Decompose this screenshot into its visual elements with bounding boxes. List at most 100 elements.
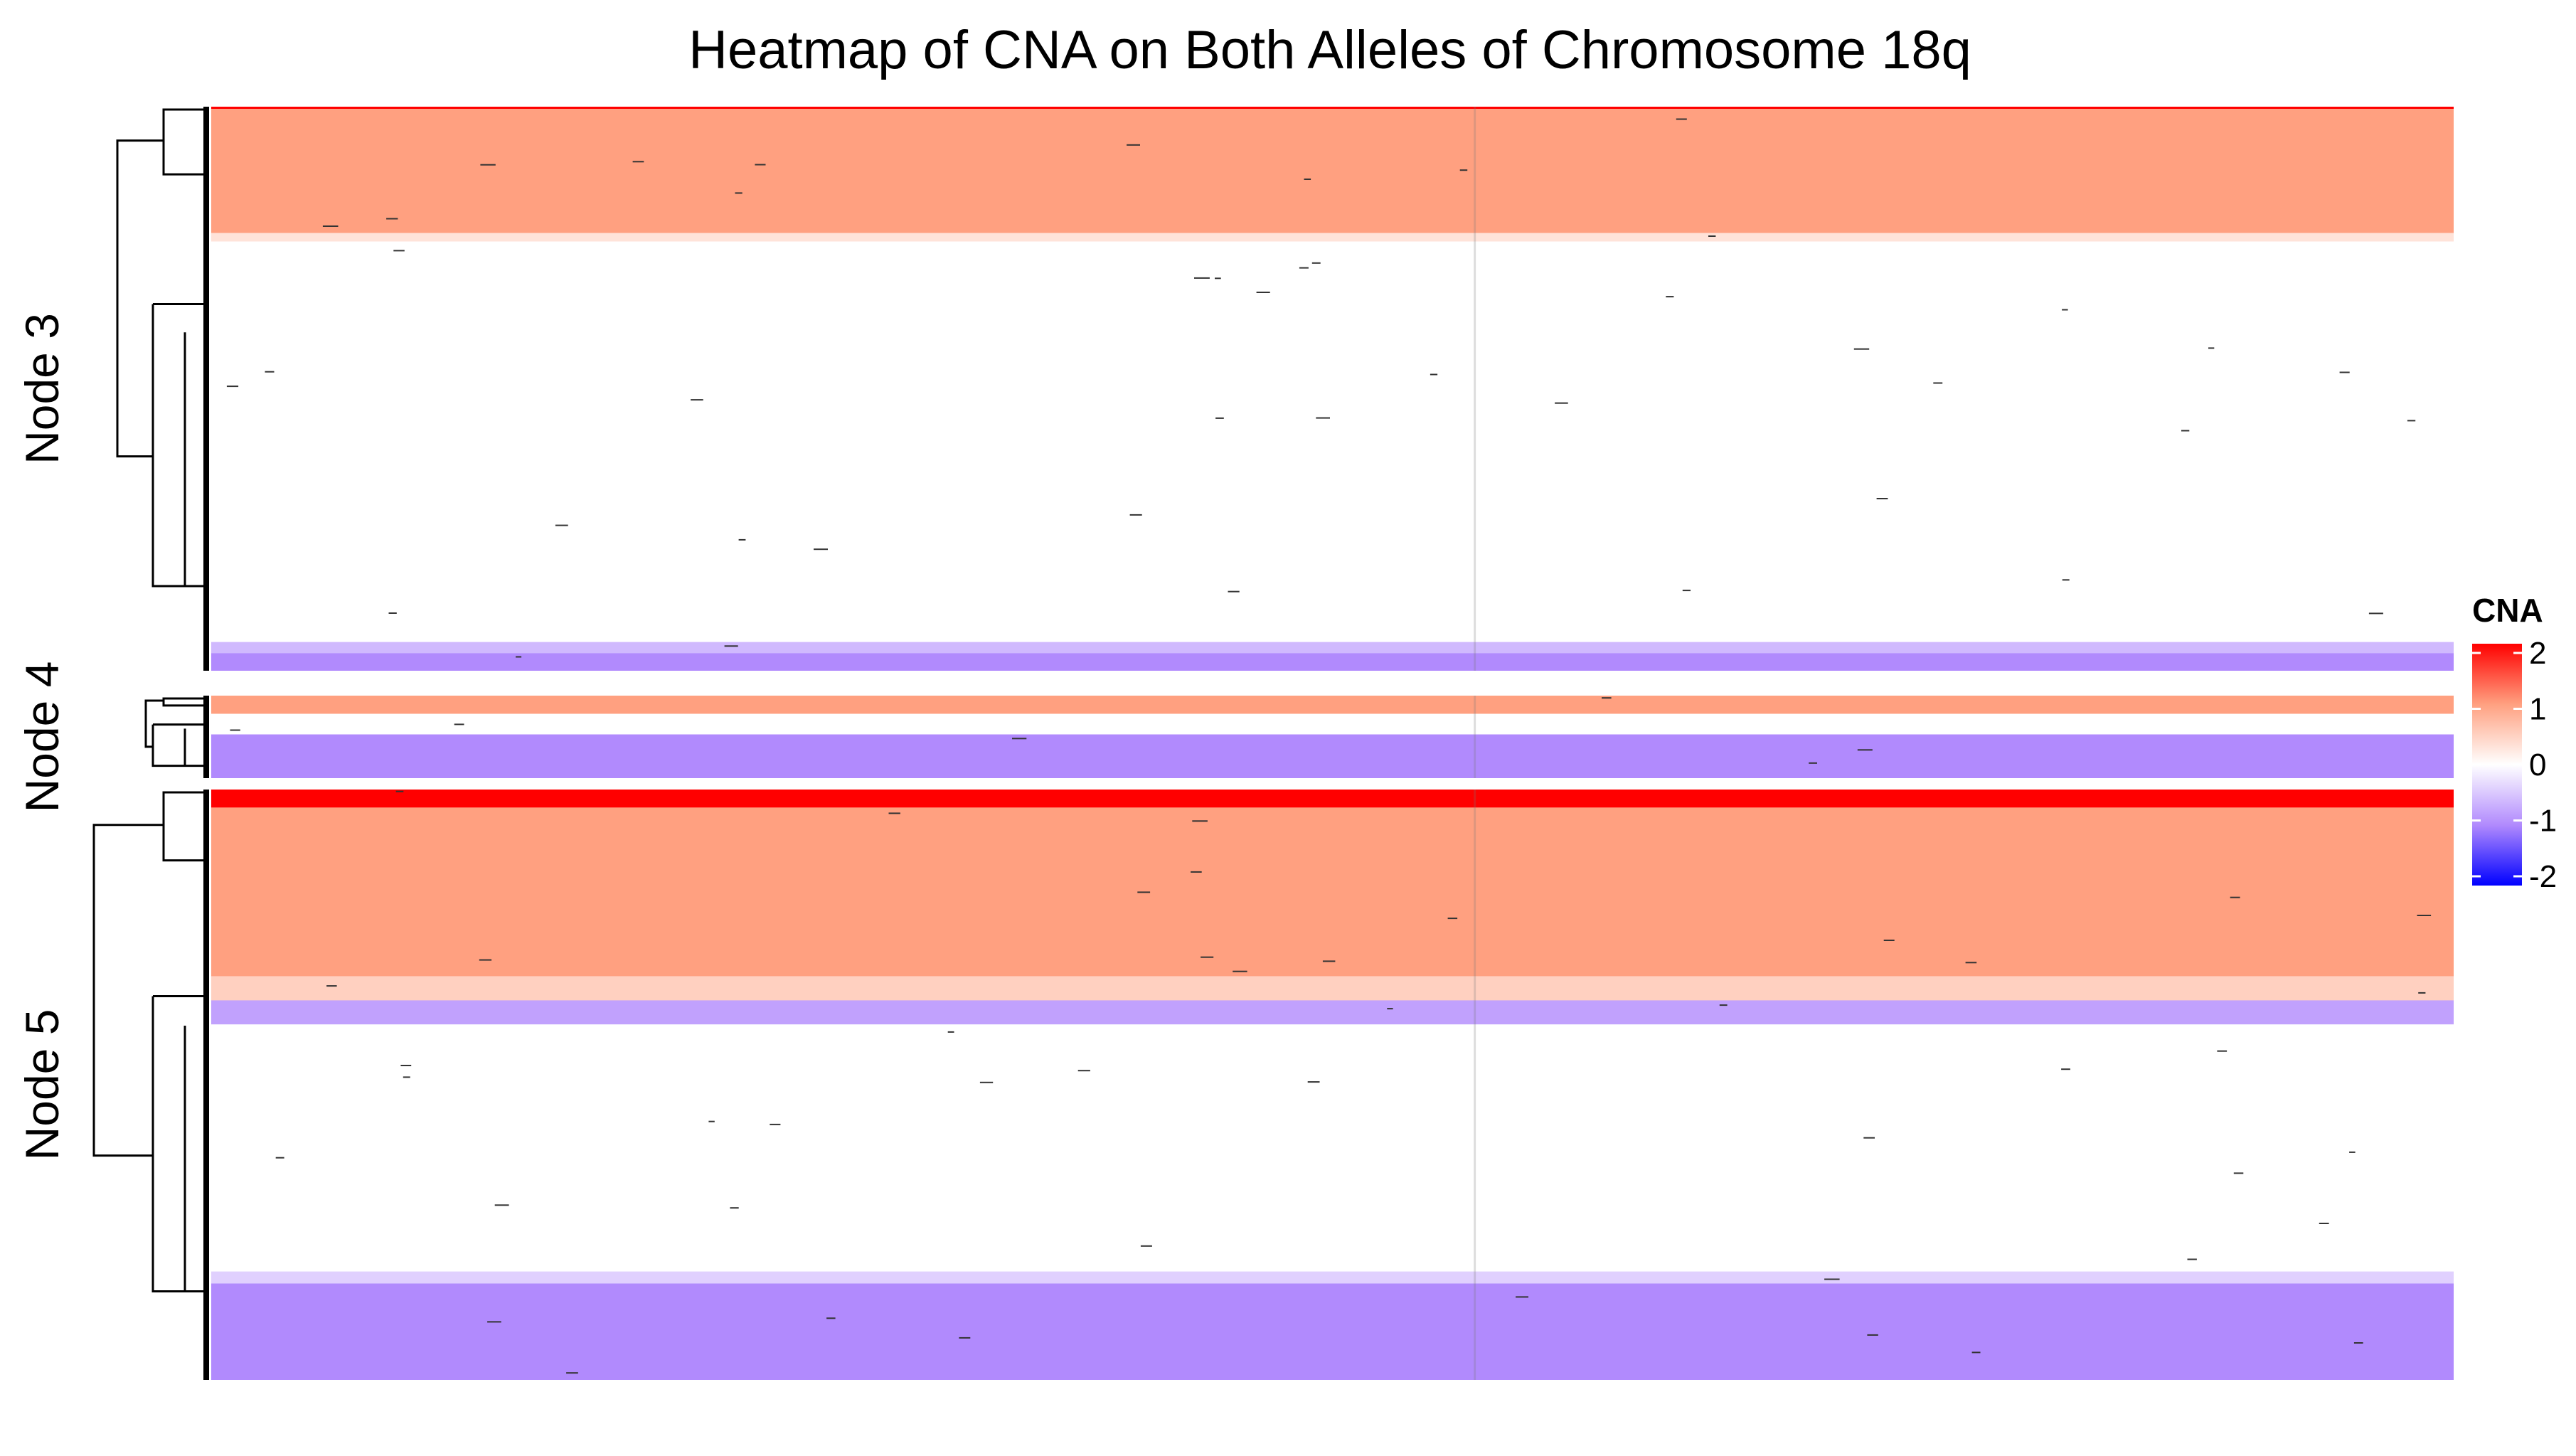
- noise-mark: [1127, 144, 1140, 146]
- noise-mark: [1719, 1004, 1728, 1006]
- noise-mark: [1304, 179, 1311, 180]
- noise-mark: [275, 1157, 284, 1159]
- heatmap-block: [211, 241, 2454, 642]
- noise-mark: [1447, 918, 1458, 920]
- noise-mark: [1516, 1296, 1528, 1298]
- noise-mark: [566, 1372, 578, 1374]
- heatmap-block: [211, 713, 2454, 735]
- heatmap-block: [211, 1000, 2454, 1025]
- heatmap-block: [211, 807, 2454, 977]
- noise-mark: [730, 1207, 739, 1209]
- noise-mark: [1228, 590, 1240, 593]
- noise-mark: [386, 218, 398, 220]
- noise-mark: [2353, 1342, 2363, 1344]
- noise-mark: [738, 538, 746, 541]
- noise-mark: [1137, 891, 1151, 893]
- heatmap-block: [211, 976, 2454, 1001]
- row-group-label: Node 4: [16, 661, 68, 813]
- noise-mark: [2208, 347, 2215, 349]
- noise-mark: [393, 250, 405, 252]
- noise-mark: [826, 1317, 836, 1319]
- noise-mark: [947, 1031, 954, 1033]
- dendrogram-branch: [116, 108, 205, 588]
- noise-mark: [2407, 420, 2416, 422]
- heatmap-block: [211, 734, 2454, 778]
- noise-mark: [487, 1321, 501, 1323]
- legend-tick-label: 2: [2529, 636, 2546, 671]
- noise-mark: [1311, 262, 1321, 264]
- noise-mark: [454, 723, 464, 726]
- noise-mark: [494, 1204, 509, 1206]
- heatmap-block: [211, 233, 2454, 242]
- noise-mark: [1233, 970, 1247, 972]
- noise-mark: [1809, 762, 1817, 764]
- noise-mark: [1459, 169, 1468, 171]
- heatmap-block: [211, 1271, 2454, 1284]
- column-stripe: [1474, 790, 1476, 1380]
- heatmap-block: [211, 107, 2454, 110]
- noise-mark: [1430, 373, 1438, 376]
- noise-mark: [2417, 915, 2432, 916]
- noise-mark: [2418, 992, 2426, 994]
- heatmap-block: [211, 1283, 2454, 1380]
- noise-mark: [1602, 697, 1612, 699]
- noise-mark: [1215, 417, 1224, 419]
- noise-mark: [2217, 1050, 2228, 1052]
- dendrogram-area: [92, 107, 209, 1380]
- noise-mark: [1215, 277, 1221, 280]
- noise-mark: [1853, 348, 1870, 350]
- noise-mark: [708, 1120, 715, 1122]
- noise-mark: [1682, 590, 1691, 592]
- noise-mark: [1256, 292, 1270, 293]
- noise-mark: [1883, 940, 1895, 941]
- noise-mark: [2230, 896, 2240, 898]
- column-stripe: [1474, 696, 1476, 778]
- noise-mark: [1387, 1008, 1393, 1010]
- noise-mark: [226, 386, 239, 388]
- legend-tick-label: 0: [2529, 748, 2546, 782]
- noise-mark: [770, 1123, 781, 1125]
- noise-mark: [2233, 1172, 2244, 1174]
- noise-mark: [1867, 1334, 1878, 1336]
- noise-mark: [400, 1065, 412, 1066]
- heatmap-block: [211, 642, 2454, 654]
- noise-mark: [1191, 871, 1202, 873]
- noise-mark: [979, 1081, 994, 1083]
- noise-mark: [230, 729, 240, 731]
- noise-mark: [1192, 820, 1208, 822]
- noise-mark: [724, 645, 738, 647]
- noise-mark: [555, 524, 568, 526]
- noise-mark: [1194, 277, 1210, 279]
- heatmap-block: [211, 653, 2454, 671]
- heatmap-block: [211, 1024, 2454, 1272]
- noise-mark: [2061, 1068, 2070, 1070]
- heatmap-body: [211, 107, 2454, 1380]
- noise-mark: [1012, 738, 1027, 740]
- noise-mark: [1708, 235, 1716, 237]
- noise-mark: [632, 161, 644, 163]
- noise-mark: [395, 790, 404, 792]
- noise-mark: [1322, 960, 1336, 962]
- noise-mark: [1316, 417, 1330, 419]
- noise-mark: [2319, 1223, 2329, 1224]
- noise-mark: [326, 985, 337, 987]
- noise-mark: [2187, 1258, 2197, 1260]
- noise-mark: [388, 612, 397, 614]
- noise-mark: [1933, 382, 1943, 384]
- noise-mark: [1077, 1070, 1090, 1072]
- noise-mark: [2062, 579, 2070, 581]
- legend-tick-label: -2: [2529, 859, 2557, 894]
- noise-mark: [1299, 267, 1309, 269]
- dendrogram-branch: [144, 697, 205, 767]
- row-group-label: Node 3: [16, 313, 68, 464]
- noise-mark: [1140, 1245, 1152, 1247]
- noise-mark: [322, 225, 339, 227]
- noise-mark: [403, 1076, 410, 1078]
- column-stripe: [1474, 107, 1476, 671]
- noise-mark: [691, 399, 703, 401]
- noise-mark: [1876, 498, 1888, 499]
- noise-mark: [516, 656, 522, 658]
- chart-title: Heatmap of CNA on Both Alleles of Chromo…: [688, 20, 1971, 80]
- noise-mark: [1863, 1137, 1875, 1139]
